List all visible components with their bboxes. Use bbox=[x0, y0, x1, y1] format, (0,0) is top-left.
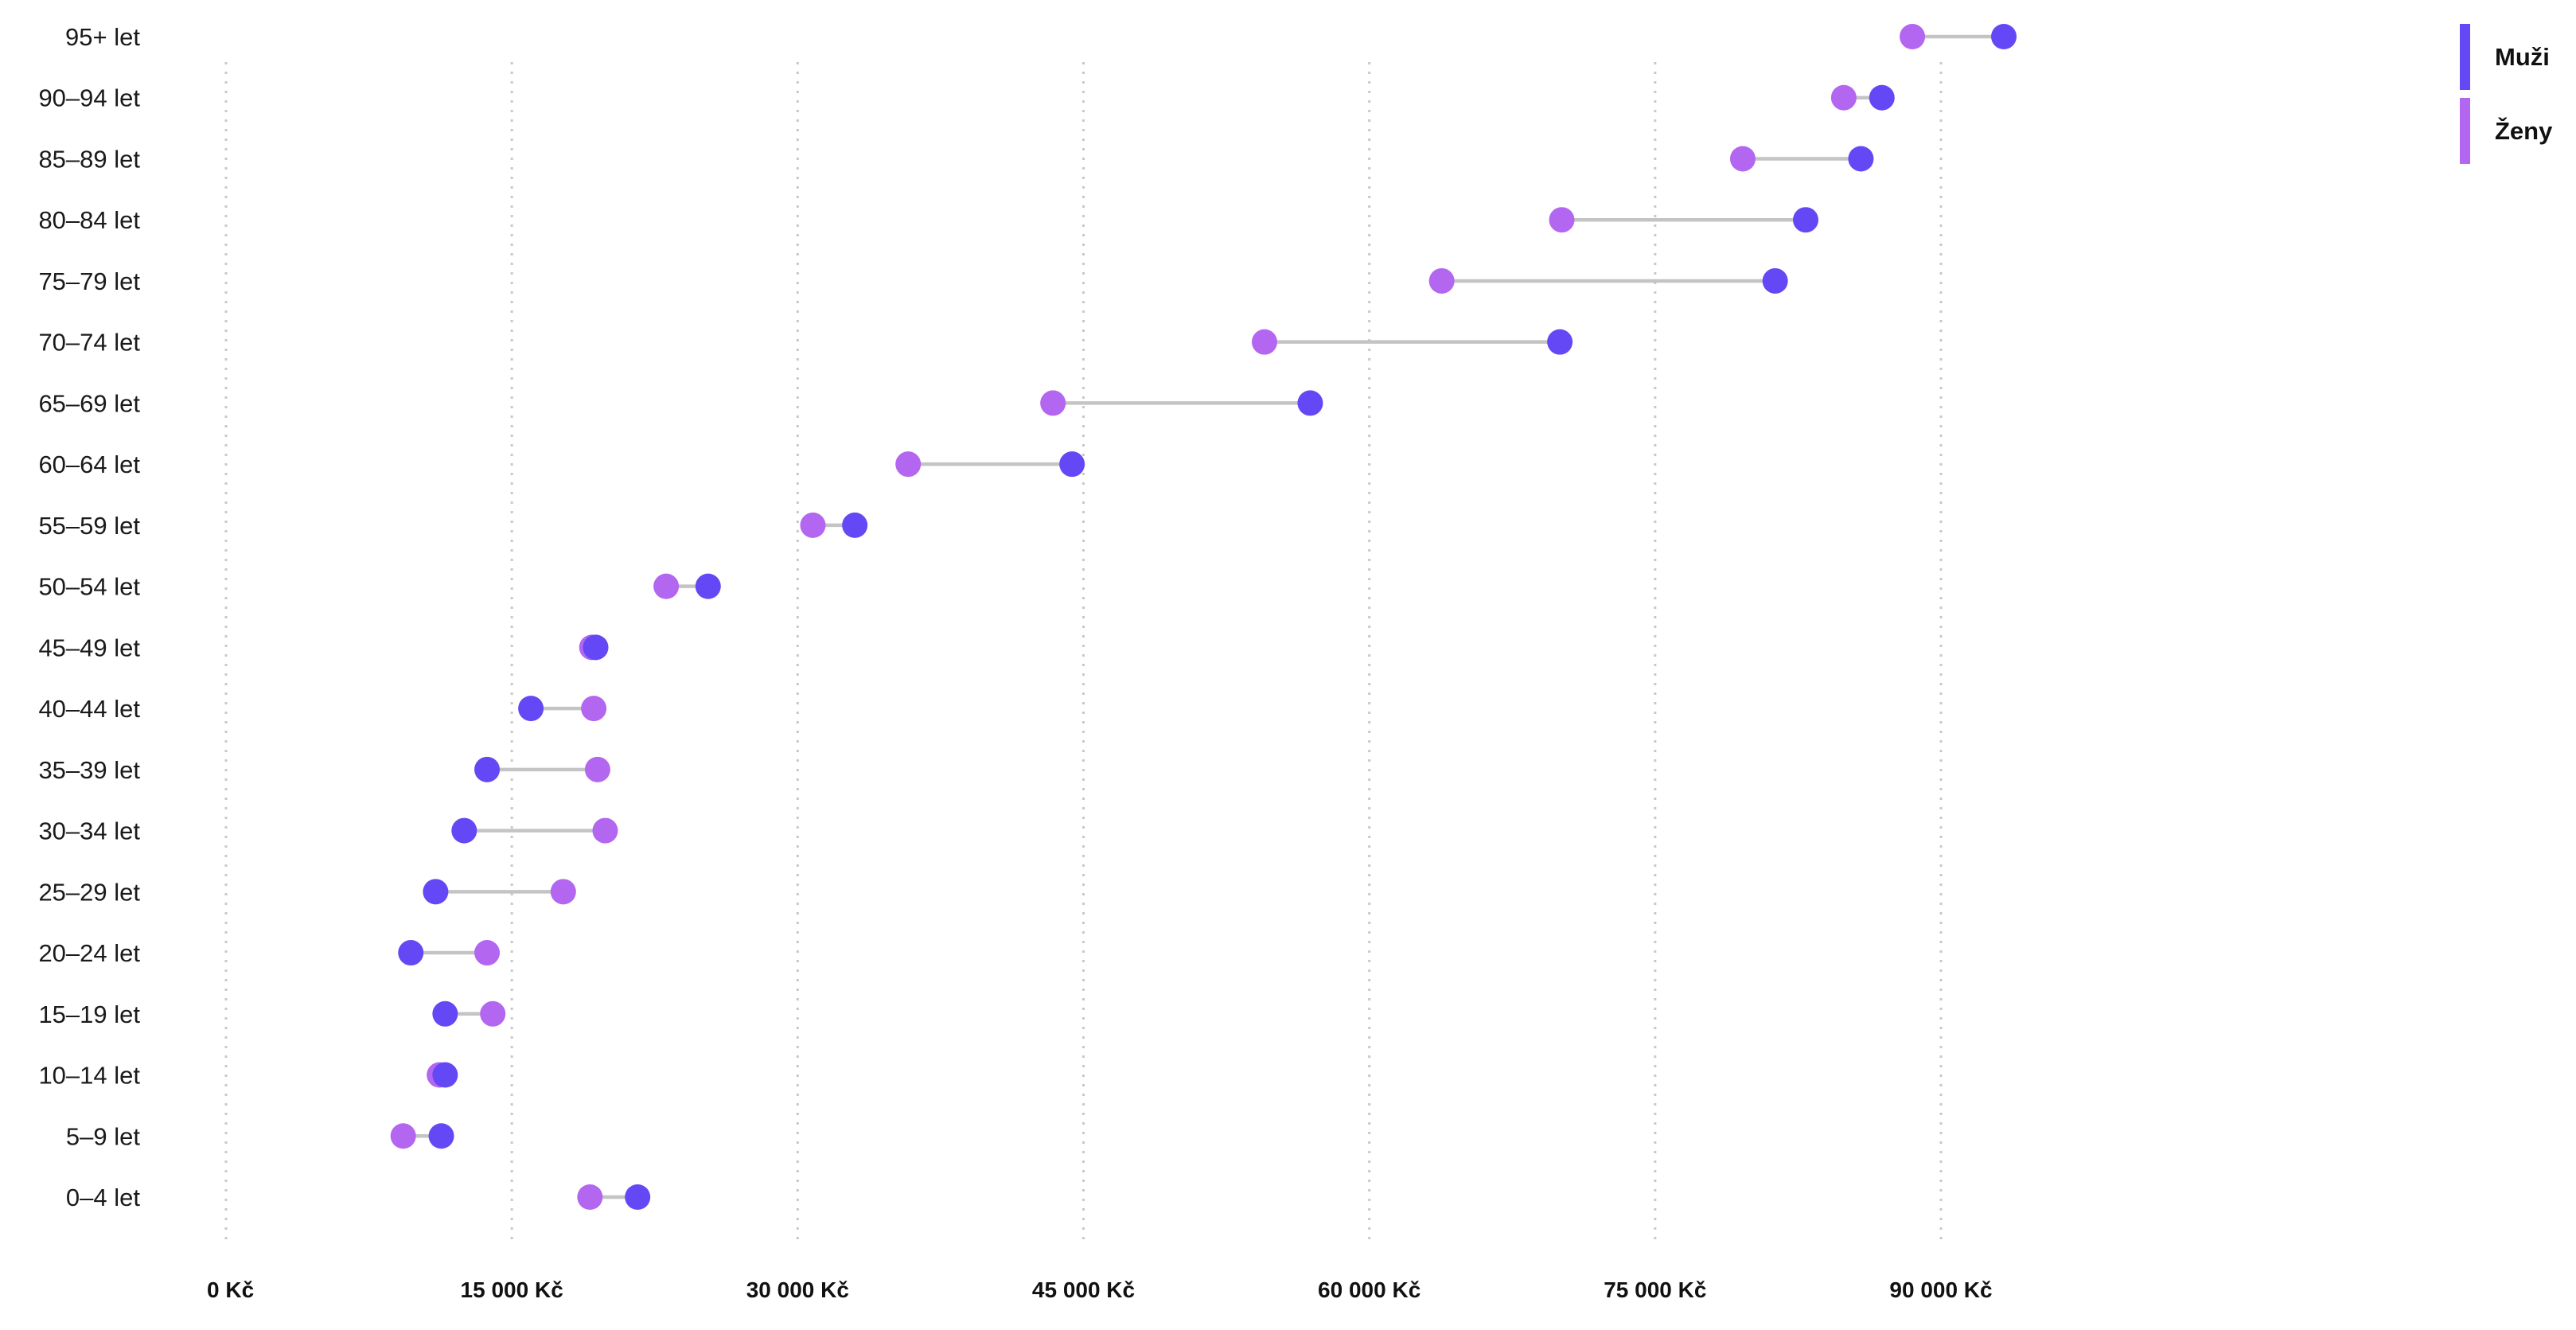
zeny-point bbox=[480, 1000, 506, 1027]
muzi-point bbox=[432, 1000, 458, 1027]
muzi-point bbox=[1848, 146, 1874, 172]
muzi-point bbox=[432, 1062, 458, 1088]
x-tick-label: 30 000 Kč bbox=[746, 1277, 849, 1302]
x-tick-label: 60 000 Kč bbox=[1318, 1277, 1421, 1302]
x-tick-label: 75 000 Kč bbox=[1604, 1277, 1706, 1302]
x-tick-label: 15 000 Kč bbox=[461, 1277, 563, 1302]
y-category-label: 0–4 let bbox=[66, 1184, 140, 1211]
zeny-point bbox=[550, 879, 576, 905]
zeny-point bbox=[1251, 329, 1277, 355]
legend-label: Ženy bbox=[2495, 116, 2553, 145]
y-category-label: 65–69 let bbox=[38, 389, 140, 417]
y-category-label: 60–64 let bbox=[38, 450, 140, 478]
zeny-point bbox=[1729, 146, 1756, 172]
legend-swatch bbox=[2460, 98, 2470, 164]
zeny-point bbox=[584, 756, 610, 782]
muzi-point bbox=[842, 512, 868, 538]
x-tick-label: 0 Kč bbox=[207, 1277, 254, 1302]
zeny-point bbox=[581, 696, 607, 722]
muzi-point bbox=[1792, 207, 1818, 233]
muzi-point bbox=[1869, 84, 1895, 111]
muzi-point bbox=[451, 817, 477, 844]
muzi-point bbox=[428, 1123, 454, 1149]
y-category-label: 50–54 let bbox=[38, 573, 140, 601]
x-tick-label: 45 000 Kč bbox=[1032, 1277, 1135, 1302]
zeny-point bbox=[592, 817, 618, 844]
zeny-point bbox=[1549, 207, 1575, 233]
zeny-point bbox=[1040, 390, 1066, 416]
legend-label: Muži bbox=[2495, 43, 2550, 71]
muzi-point bbox=[1059, 451, 1085, 478]
y-category-label: 15–19 let bbox=[38, 1000, 140, 1028]
y-category-label: 45–49 let bbox=[38, 634, 140, 661]
y-category-label: 55–59 let bbox=[38, 512, 140, 540]
zeny-point bbox=[1900, 24, 1926, 49]
muzi-point bbox=[398, 940, 424, 966]
x-tick-label: 90 000 Kč bbox=[1889, 1277, 1992, 1302]
y-category-label: 95+ let bbox=[65, 23, 140, 51]
zeny-point bbox=[474, 940, 501, 966]
y-category-label: 25–29 let bbox=[38, 878, 140, 906]
y-category-label: 75–79 let bbox=[38, 267, 140, 295]
y-axis-category-labels: 0–4 let 5–9 let 10–14 let 15–19 let 20–24 le… bbox=[38, 23, 140, 1211]
muzi-point bbox=[1762, 267, 1788, 294]
y-category-label: 90–94 let bbox=[38, 84, 140, 112]
y-category-label: 85–89 let bbox=[38, 145, 140, 173]
y-category-label: 5–9 let bbox=[66, 1122, 140, 1150]
muzi-point bbox=[1547, 329, 1573, 355]
zeny-point bbox=[577, 1184, 603, 1210]
muzi-point bbox=[695, 573, 721, 599]
x-axis-tick-labels: 0 Kč 15 000 Kč 30 000 Kč 45 000 Kč 60 000 Kč… bbox=[207, 1277, 1993, 1302]
legend-swatch bbox=[2460, 24, 2470, 90]
y-category-label: 70–74 let bbox=[38, 329, 140, 357]
zeny-point bbox=[895, 451, 922, 478]
muzi-point bbox=[423, 879, 449, 905]
y-category-label: 20–24 let bbox=[38, 939, 140, 967]
y-category-label: 35–39 let bbox=[38, 756, 140, 784]
y-category-label: 10–14 let bbox=[38, 1062, 140, 1090]
muzi-point bbox=[1991, 24, 2017, 49]
y-category-label: 40–44 let bbox=[38, 695, 140, 723]
zeny-point bbox=[1830, 84, 1857, 111]
gridlines bbox=[224, 62, 1943, 1242]
muzi-point bbox=[625, 1184, 651, 1210]
muzi-point bbox=[1297, 390, 1323, 416]
y-category-label: 80–84 let bbox=[38, 206, 140, 234]
zeny-point bbox=[390, 1123, 416, 1149]
muzi-point bbox=[583, 634, 609, 661]
data-marks bbox=[390, 24, 2017, 1210]
zeny-point bbox=[1428, 267, 1455, 294]
zeny-point bbox=[800, 512, 826, 538]
legend: Muži Ženy bbox=[2460, 24, 2553, 164]
zeny-point bbox=[653, 573, 680, 599]
muzi-point bbox=[518, 696, 544, 722]
y-category-label: 30–34 let bbox=[38, 817, 140, 845]
muzi-point bbox=[474, 756, 501, 782]
